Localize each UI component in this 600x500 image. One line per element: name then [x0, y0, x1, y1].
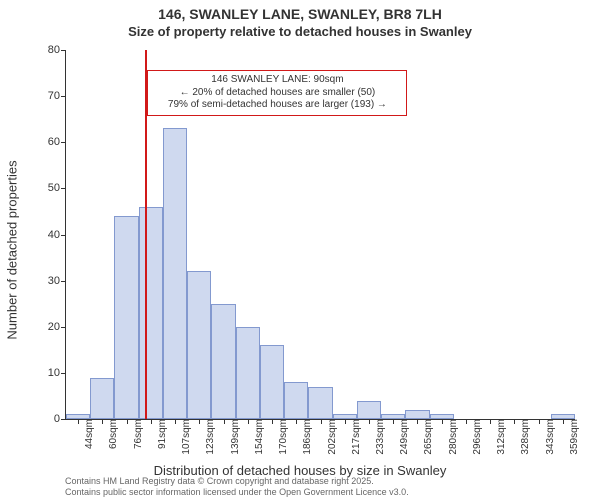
x-tick-label: 265sqm [421, 419, 434, 455]
annotation-line: 146 SWANLEY LANE: 90sqm [154, 74, 400, 87]
x-tick-label: 249sqm [397, 419, 410, 455]
x-tick-mark [224, 419, 225, 424]
y-axis-label: Number of detached properties [5, 160, 20, 339]
y-tick-mark [61, 281, 66, 282]
x-tick-label: 202sqm [325, 419, 338, 455]
x-tick-label: 60sqm [106, 419, 119, 449]
x-tick-mark [393, 419, 394, 424]
y-tick-mark [61, 327, 66, 328]
x-tick-mark [345, 419, 346, 424]
annotation-line: ← 20% of detached houses are smaller (50… [154, 87, 400, 100]
chart-title-line2: Size of property relative to detached ho… [0, 24, 600, 39]
x-tick-label: 139sqm [228, 419, 241, 455]
y-tick-mark [61, 142, 66, 143]
x-tick-mark [466, 419, 467, 424]
y-tick-mark [61, 419, 66, 420]
x-tick-mark [127, 419, 128, 424]
x-tick-label: 343sqm [543, 419, 556, 455]
histogram-bar [357, 401, 381, 419]
footer-line1: Contains HM Land Registry data © Crown c… [65, 476, 409, 487]
x-tick-mark [417, 419, 418, 424]
x-tick-label: 154sqm [252, 419, 265, 455]
x-tick-label: 186sqm [300, 419, 313, 455]
x-tick-mark [248, 419, 249, 424]
histogram-bar [260, 345, 284, 419]
x-tick-label: 123sqm [203, 419, 216, 455]
histogram-bar [163, 128, 187, 419]
x-tick-label: 107sqm [179, 419, 192, 455]
x-tick-mark [78, 419, 79, 424]
histogram-bar [236, 327, 260, 419]
x-tick-mark [442, 419, 443, 424]
x-tick-label: 170sqm [276, 419, 289, 455]
x-tick-label: 44sqm [82, 419, 95, 449]
histogram-bar [405, 410, 429, 419]
histogram-bar [211, 304, 235, 419]
x-tick-label: 217sqm [349, 419, 362, 455]
chart-title-line1: 146, SWANLEY LANE, SWANLEY, BR8 7LH [0, 6, 600, 22]
histogram-bar [139, 207, 163, 419]
x-tick-mark [490, 419, 491, 424]
histogram-bar [308, 387, 332, 419]
x-tick-label: 328sqm [518, 419, 531, 455]
chart-container: 146, SWANLEY LANE, SWANLEY, BR8 7LH Size… [0, 0, 600, 500]
plot-area: 0102030405060708044sqm60sqm76sqm91sqm107… [65, 50, 575, 420]
x-tick-mark [199, 419, 200, 424]
annotation-box: 146 SWANLEY LANE: 90sqm← 20% of detached… [147, 70, 407, 116]
x-tick-mark [563, 419, 564, 424]
x-tick-mark [369, 419, 370, 424]
x-tick-mark [296, 419, 297, 424]
x-tick-mark [102, 419, 103, 424]
footer-attribution: Contains HM Land Registry data © Crown c… [65, 476, 409, 498]
x-tick-label: 296sqm [470, 419, 483, 455]
annotation-line: 79% of semi-detached houses are larger (… [154, 99, 400, 112]
x-tick-label: 359sqm [567, 419, 580, 455]
y-tick-mark [61, 188, 66, 189]
histogram-bar [114, 216, 138, 419]
histogram-bar [187, 271, 211, 419]
histogram-bar [90, 378, 114, 420]
x-tick-label: 76sqm [131, 419, 144, 449]
x-tick-label: 91sqm [155, 419, 168, 449]
x-tick-mark [514, 419, 515, 424]
x-tick-mark [151, 419, 152, 424]
x-tick-label: 280sqm [446, 419, 459, 455]
footer-line2: Contains public sector information licen… [65, 487, 409, 498]
y-tick-mark [61, 50, 66, 51]
y-tick-mark [61, 235, 66, 236]
x-tick-mark [272, 419, 273, 424]
y-tick-mark [61, 373, 66, 374]
x-tick-mark [175, 419, 176, 424]
x-tick-label: 233sqm [373, 419, 386, 455]
x-tick-label: 312sqm [494, 419, 507, 455]
histogram-bar [284, 382, 308, 419]
x-tick-mark [321, 419, 322, 424]
x-tick-mark [539, 419, 540, 424]
y-tick-mark [61, 96, 66, 97]
